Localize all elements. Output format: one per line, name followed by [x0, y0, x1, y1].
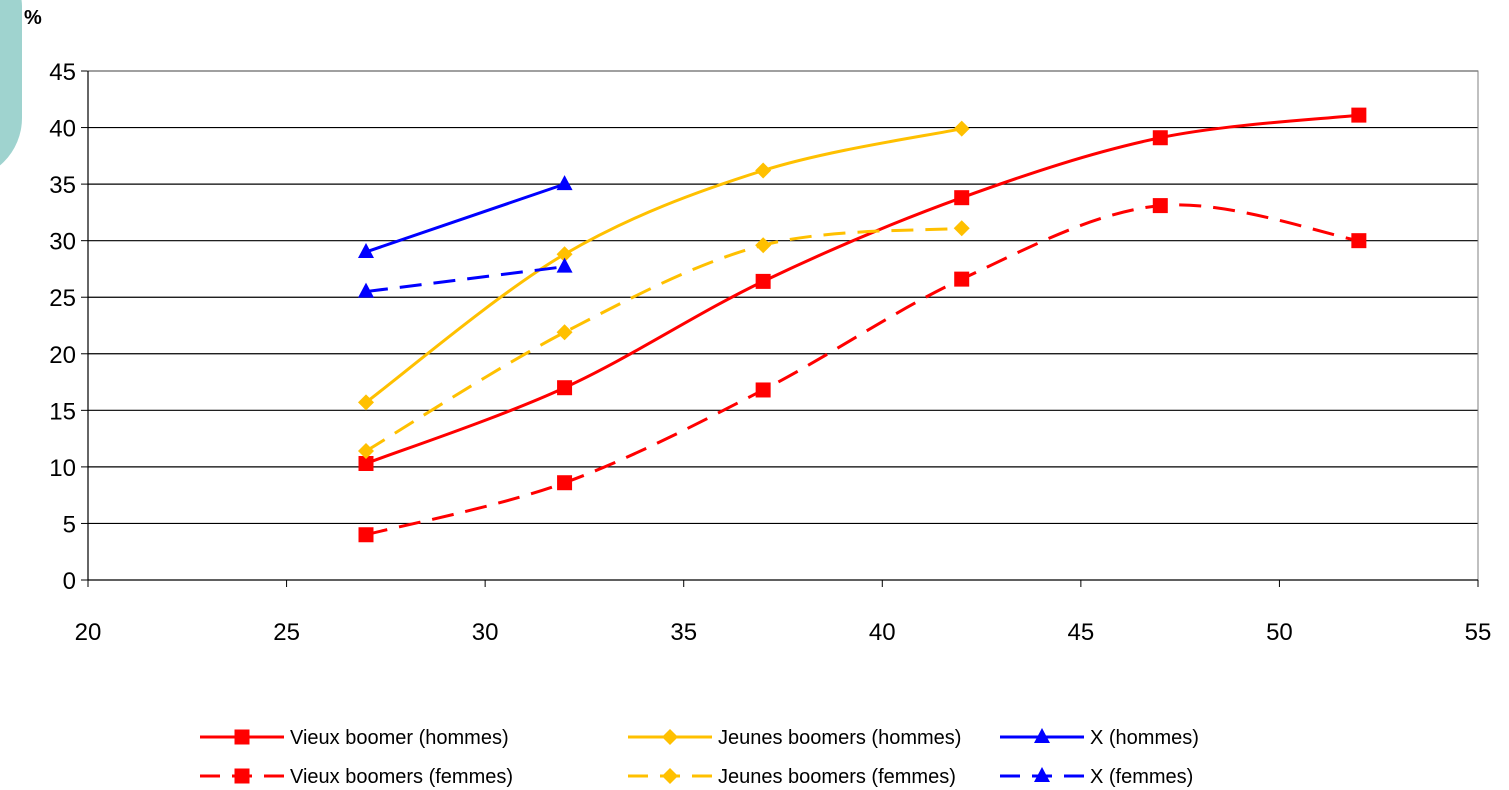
data-point	[953, 120, 970, 137]
corner-decoration	[0, 0, 22, 180]
legend-label: Vieux boomer (hommes)	[290, 727, 509, 749]
legend-swatch-marker	[662, 729, 678, 745]
y-tick-label: 20	[49, 342, 76, 369]
series-line	[365, 265, 565, 294]
legend-entry: Jeunes boomers (hommes)	[628, 727, 961, 749]
x-tick-label: 30	[472, 619, 499, 646]
legend-swatch-marker	[1034, 767, 1050, 782]
legend-label: Jeunes boomers (femmes)	[718, 766, 956, 788]
series-line	[365, 226, 962, 453]
legend-label: Vieux boomers (femmes)	[290, 766, 513, 788]
series-line	[365, 182, 566, 254]
data-point	[1152, 198, 1168, 214]
y-tick-label: 25	[49, 285, 76, 312]
x-tick-label: 50	[1266, 619, 1293, 646]
legend-entry: X (femmes)	[1000, 766, 1193, 788]
series-0	[358, 107, 1367, 471]
data-point	[954, 190, 970, 206]
data-point	[556, 257, 573, 273]
legend-entry: X (hommes)	[1000, 727, 1199, 749]
data-point	[358, 394, 374, 411]
legend-label: Jeunes boomers (hommes)	[718, 727, 961, 749]
y-tick-label: 45	[49, 59, 76, 86]
legend-entry: Vieux boomer (hommes)	[200, 727, 509, 749]
data-point	[358, 527, 374, 543]
x-tick-label: 45	[1068, 619, 1095, 646]
data-point	[358, 443, 374, 460]
legend-swatch-marker	[1034, 728, 1050, 743]
legend-swatch-marker	[662, 768, 678, 784]
y-tick-label: 10	[49, 455, 76, 482]
series-line	[365, 113, 1360, 465]
series-layer	[358, 107, 1367, 543]
series-2	[358, 120, 970, 411]
grid-lines	[88, 70, 1478, 525]
data-point	[358, 282, 374, 298]
x-tick-label: 40	[869, 619, 896, 646]
series-1	[358, 198, 1367, 543]
y-tick-label: 0	[63, 568, 76, 595]
x-tick-label: 25	[273, 619, 300, 646]
series-5	[358, 257, 573, 298]
y-tick-label: 40	[49, 116, 76, 143]
data-point	[358, 242, 374, 258]
legend: Vieux boomer (hommes) Jeunes boomers (hom…	[200, 727, 1199, 788]
data-point	[1152, 130, 1168, 146]
series-3	[358, 220, 970, 460]
data-point	[755, 273, 771, 289]
legend-entry: Vieux boomers (femmes)	[200, 766, 513, 788]
data-point	[755, 382, 771, 398]
x-tick-label: 55	[1465, 619, 1492, 646]
data-point	[556, 175, 573, 191]
data-point	[557, 475, 573, 491]
legend-entry: Jeunes boomers (femmes)	[628, 766, 956, 788]
y-tick-label: 35	[49, 172, 76, 199]
data-point	[556, 246, 573, 263]
data-point	[755, 237, 772, 254]
legend-swatch-marker	[234, 768, 250, 784]
series-line	[365, 127, 963, 404]
plot-area-border	[87, 70, 1479, 581]
data-point	[755, 162, 772, 179]
legend-swatch-marker	[234, 729, 250, 745]
x-tick-label: 20	[75, 619, 102, 646]
legend-label: X (femmes)	[1090, 766, 1193, 788]
data-point	[1351, 107, 1367, 123]
data-point	[556, 324, 573, 341]
y-tick-label: 5	[63, 511, 76, 538]
series-line	[365, 203, 1360, 537]
legend-label: X (hommes)	[1090, 727, 1199, 749]
data-point	[557, 380, 573, 396]
data-point	[953, 220, 970, 237]
y-tick-label: 15	[49, 398, 76, 425]
series-4	[358, 175, 573, 258]
y-tick-label: 30	[49, 229, 76, 256]
data-point	[954, 271, 970, 287]
y-axis-label: %	[24, 7, 42, 29]
axes: 0 5 10 15 20 25 30 35 40 45 20 25 30 35 40 45 50 55	[49, 59, 1491, 646]
x-tick-label: 35	[670, 619, 697, 646]
data-point	[1351, 233, 1367, 249]
